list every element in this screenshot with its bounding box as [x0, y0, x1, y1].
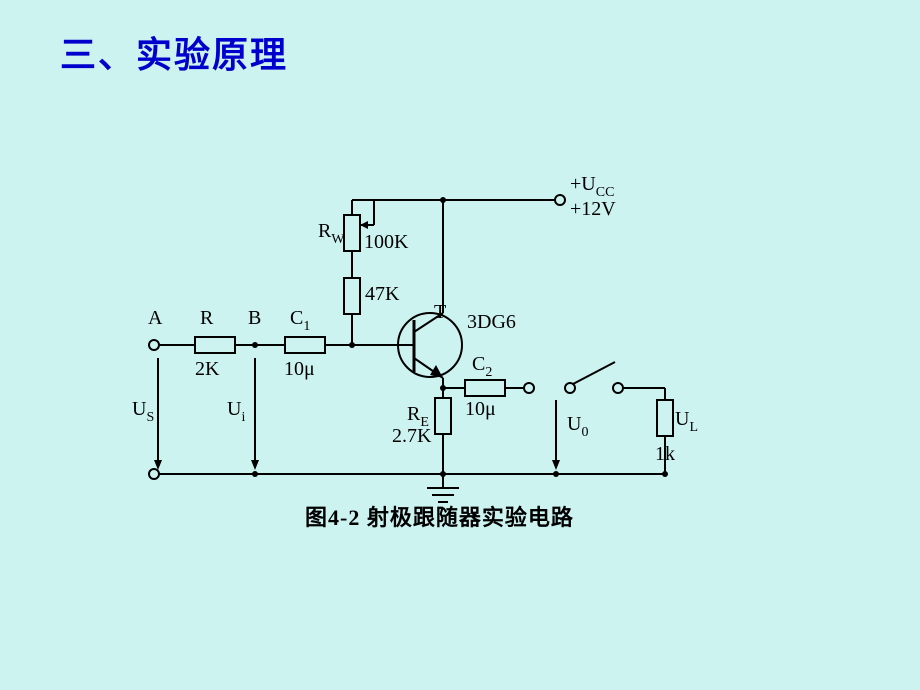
label-47K: 47K: [365, 283, 400, 305]
circuit-diagram: A R 2K B C1 10μ RW 100K 47K T 3DG6 +UCC …: [0, 0, 920, 690]
label-C1: C1: [290, 307, 310, 334]
label-Us: US: [132, 398, 154, 425]
label-RL-val: 1k: [655, 443, 675, 465]
label-UL: UL: [675, 408, 698, 435]
labels-group: A R 2K B C1 10μ RW 100K 47K T 3DG6 +UCC …: [132, 173, 698, 465]
label-C2: C2: [472, 353, 492, 380]
label-Uo: U0: [567, 413, 588, 440]
label-RE-val: 2.7K: [392, 425, 432, 447]
label-Ucc-val: +12V: [570, 198, 616, 220]
label-R-val: 2K: [195, 358, 220, 380]
label-RW: RW: [318, 220, 345, 247]
label-RW-val: 100K: [364, 231, 409, 253]
label-C1-val: 10μ: [284, 358, 315, 380]
label-T-type: 3DG6: [467, 311, 516, 333]
label-C2-val: 10μ: [465, 398, 496, 420]
label-B: B: [248, 307, 261, 329]
label-Ui: Ui: [227, 398, 245, 425]
label-R: R: [200, 307, 214, 329]
label-A: A: [148, 307, 163, 329]
label-T: T: [434, 301, 446, 323]
figure-caption: 图4-2 射极跟随器实验电路: [305, 500, 574, 532]
label-Ucc: +UCC: [570, 173, 614, 200]
